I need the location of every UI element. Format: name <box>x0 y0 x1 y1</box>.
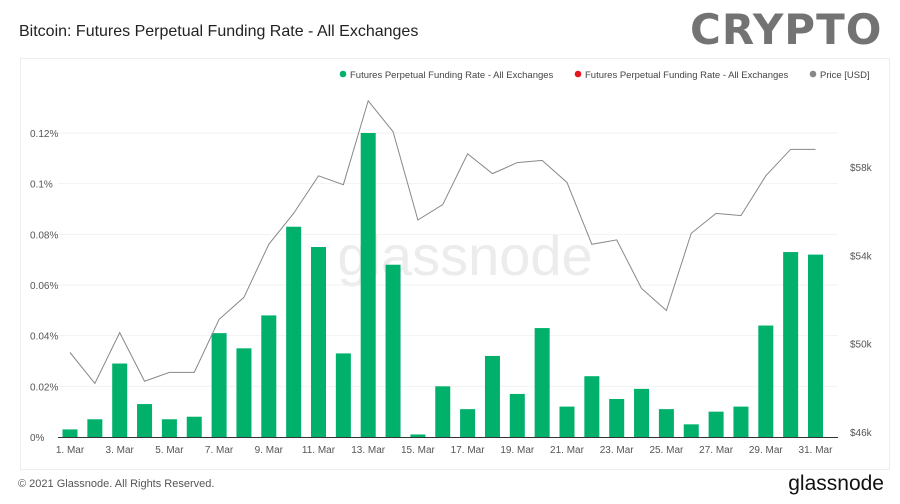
x-tick-label: 23. Mar <box>600 445 635 456</box>
bar-18-mar <box>484 355 500 437</box>
bar-22-mar <box>584 376 600 437</box>
page-title: Bitcoin: Futures Perpetual Funding Rate … <box>19 23 419 40</box>
bar-6-mar <box>186 416 202 437</box>
x-tick-label: 5. Mar <box>155 445 184 456</box>
bar-5-mar <box>161 419 177 437</box>
y-left-tick-label: 0.06% <box>30 281 58 292</box>
x-tick-label: 29. Mar <box>749 445 784 456</box>
y-left-tick-label: 0.02% <box>30 382 58 393</box>
copyright: © 2021 Glassnode. All Rights Reserved. <box>18 478 215 490</box>
y-left-tick-label: 0.08% <box>30 230 58 241</box>
bar-24-mar <box>634 388 650 437</box>
bar-28-mar <box>733 406 749 437</box>
y-left-tick-label: 0.1% <box>30 180 53 191</box>
x-tick-label: 7. Mar <box>205 445 234 456</box>
x-tick-label: 21. Mar <box>550 445 585 456</box>
x-tick-label: 27. Mar <box>699 445 734 456</box>
y-right-tick-label: $54k <box>850 251 873 262</box>
price-line <box>69 99 816 385</box>
bar-12-mar <box>335 353 351 437</box>
y-right-tick-label: $46k <box>850 428 873 439</box>
bar-27-mar <box>708 411 724 437</box>
y-left-tick-label: 0.04% <box>30 332 58 343</box>
bar-11-mar <box>311 247 326 437</box>
glassnode-logo: glassnode <box>788 472 884 495</box>
legend-label: Price [USD] <box>820 70 870 81</box>
bar-17-mar <box>460 409 476 437</box>
bar-23-mar <box>609 399 625 437</box>
legend-marker <box>574 70 582 78</box>
legend-marker <box>809 70 817 78</box>
bar-7-mar <box>211 333 227 437</box>
x-tick-label: 11. Mar <box>302 445 336 456</box>
bar-30-mar <box>783 252 799 437</box>
y-left-tick-label: 0% <box>30 433 45 444</box>
legend-label: Futures Perpetual Funding Rate - All Exc… <box>585 70 789 81</box>
bar-10-mar <box>286 226 302 437</box>
bar-3-mar <box>112 363 128 437</box>
bar-1-mar <box>62 429 78 437</box>
chart-card <box>20 58 890 470</box>
y-left-tick-label: 0.12% <box>30 129 58 140</box>
x-tick-label: 15. Mar <box>401 445 436 456</box>
bar-29-mar <box>758 325 774 437</box>
bar-2-mar <box>87 419 103 437</box>
bar-31-mar <box>808 254 823 437</box>
bar-14-mar <box>385 264 401 437</box>
bar-20-mar <box>534 328 550 437</box>
x-tick-label: 19. Mar <box>500 445 535 456</box>
legend-marker <box>339 70 347 78</box>
x-tick-label: 17. Mar <box>451 445 486 456</box>
legend-label: Futures Perpetual Funding Rate - All Exc… <box>350 70 554 81</box>
bar-16-mar <box>435 386 451 437</box>
x-tick-label: 9. Mar <box>255 445 284 456</box>
y-right-tick-label: $50k <box>850 340 873 351</box>
bar-13-mar <box>360 133 376 437</box>
crypto-watermark: CRYPTO <box>690 5 883 54</box>
bar-9-mar <box>261 315 277 437</box>
bar-4-mar <box>137 404 153 437</box>
y-right-tick-label: $58k <box>850 163 873 174</box>
x-tick-label: 13. Mar <box>351 445 386 456</box>
bar-21-mar <box>559 406 575 437</box>
bar-19-mar <box>509 393 525 437</box>
x-tick-label: 3. Mar <box>106 445 135 456</box>
bar-8-mar <box>236 348 252 437</box>
x-tick-label: 31. Mar <box>799 445 834 456</box>
x-tick-label: 1. Mar <box>56 445 85 456</box>
bar-26-mar <box>683 424 699 437</box>
bar-25-mar <box>658 409 674 437</box>
bar-15-mar <box>410 434 426 437</box>
x-tick-label: 25. Mar <box>649 445 684 456</box>
